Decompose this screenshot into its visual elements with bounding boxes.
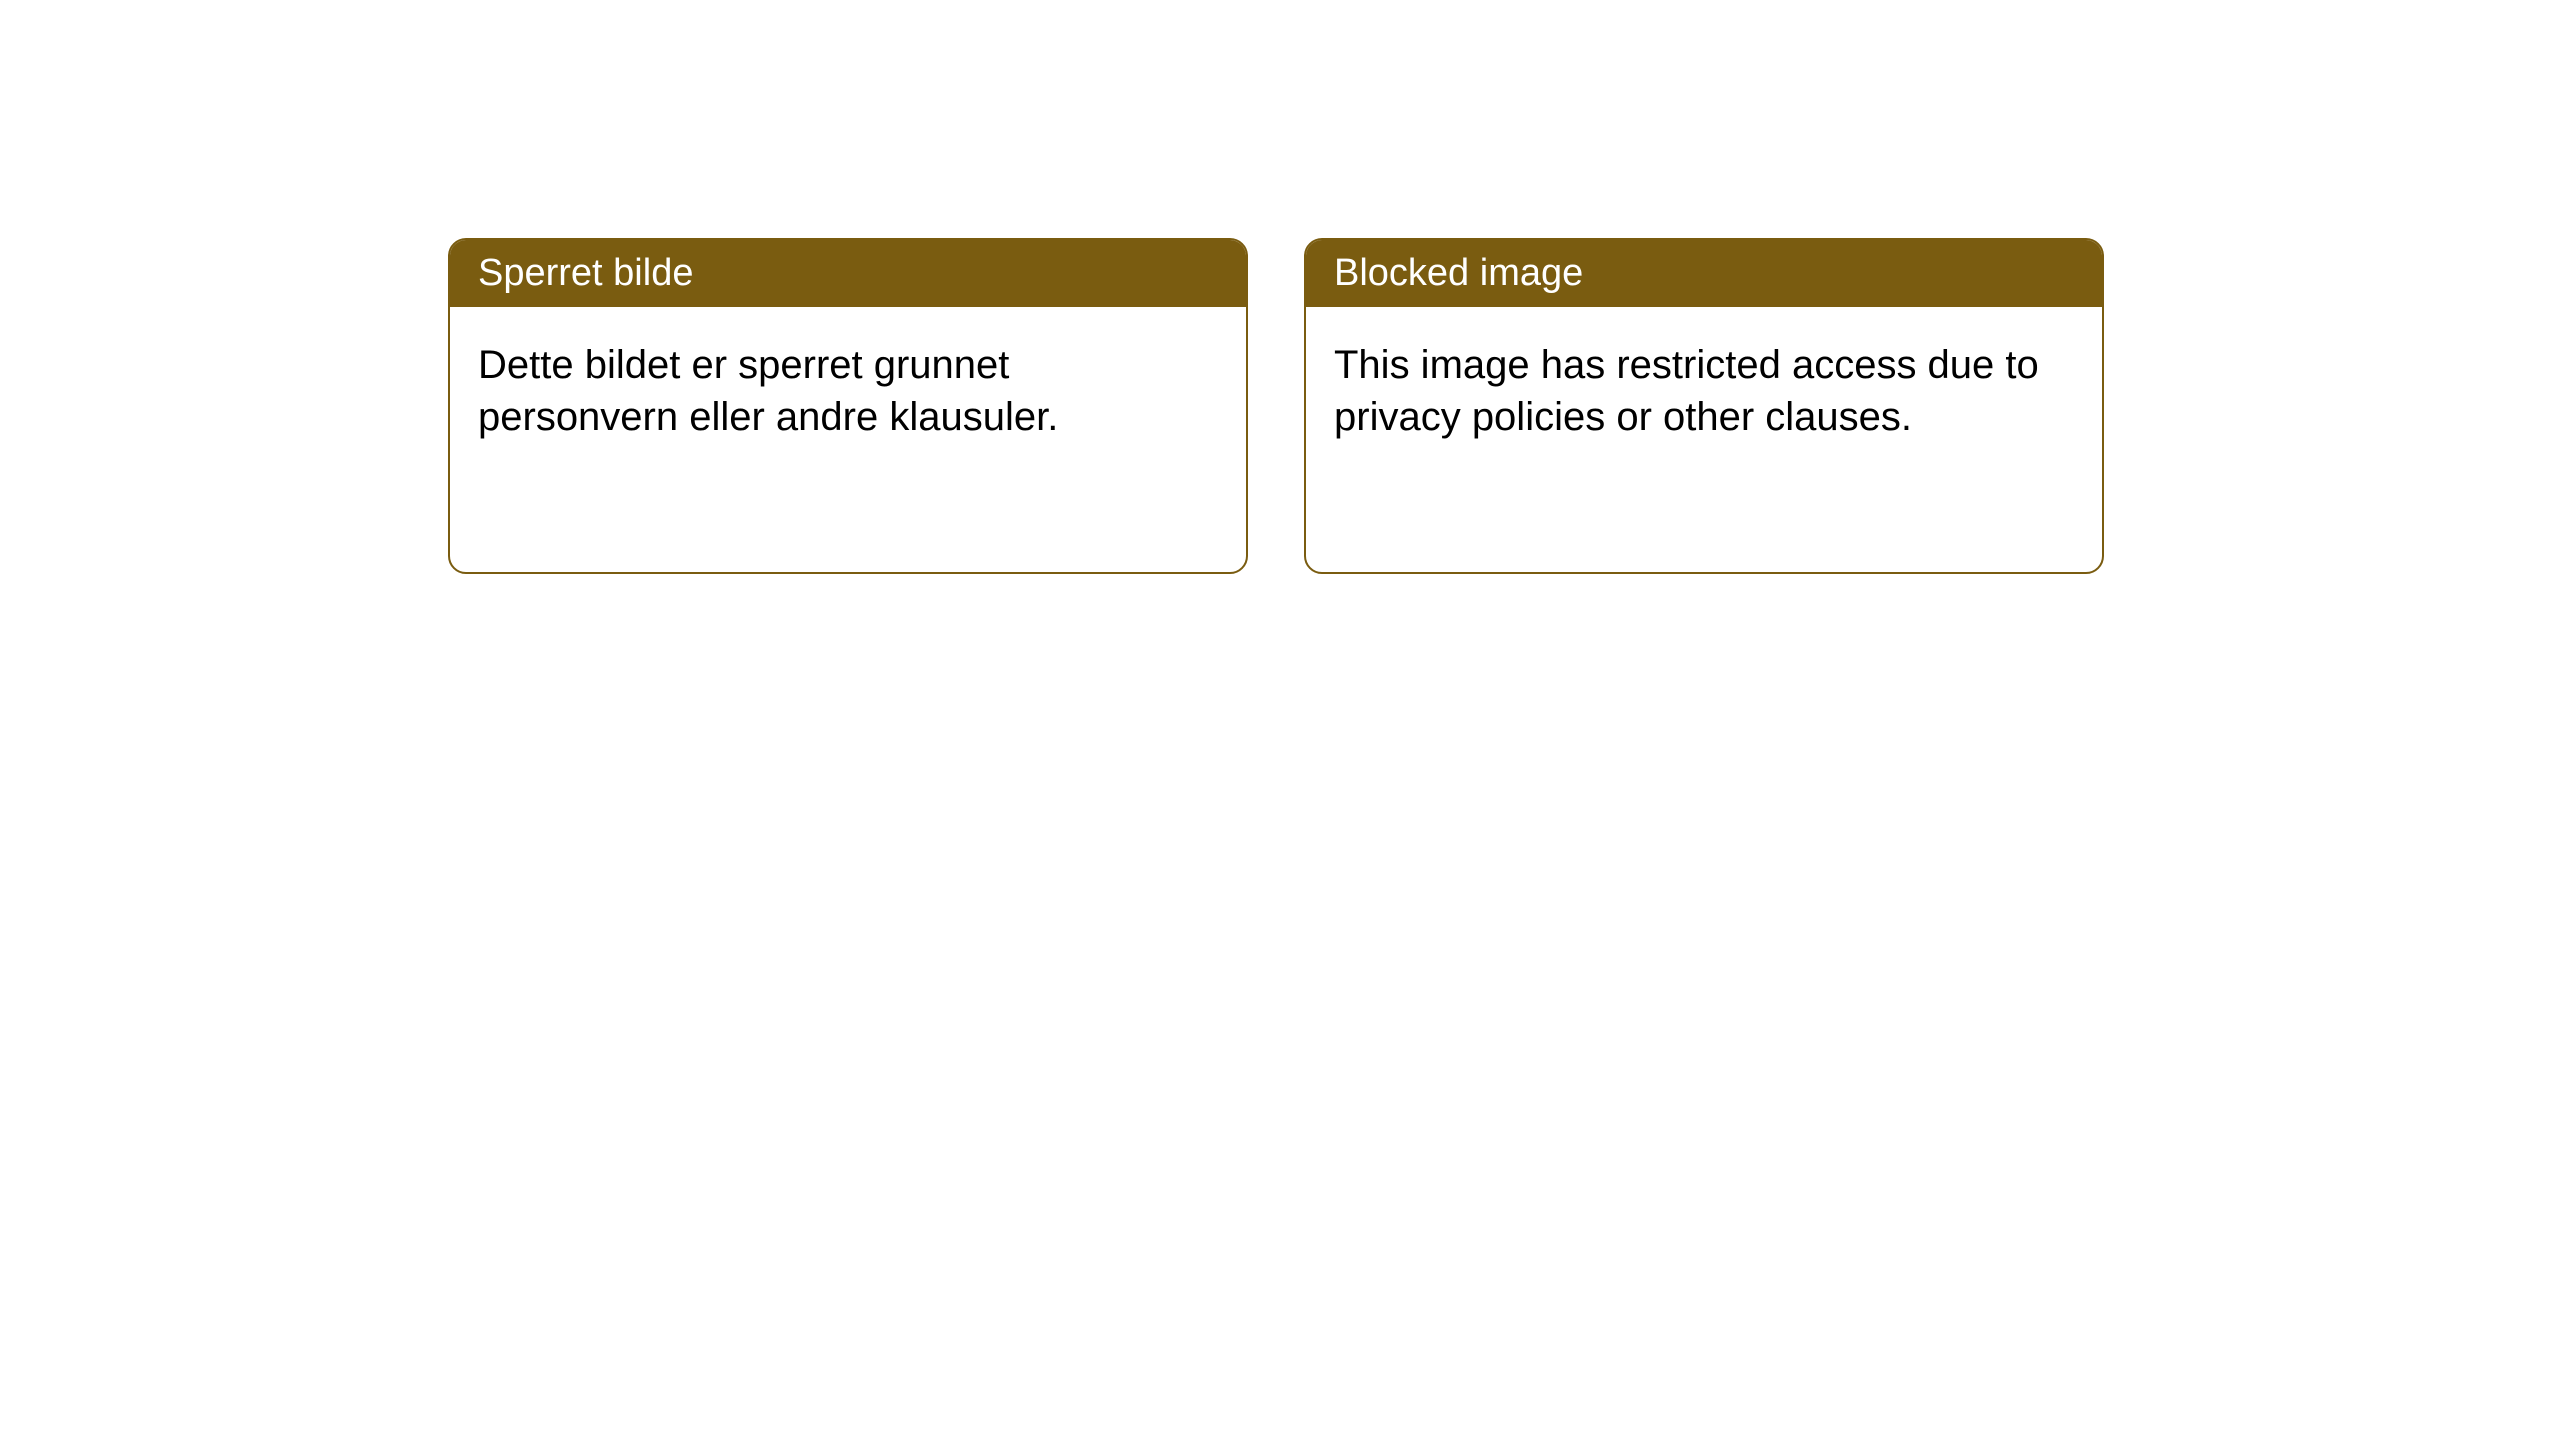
card-header: Blocked image	[1306, 240, 2102, 307]
card-body: This image has restricted access due to …	[1306, 307, 2102, 475]
card-title: Blocked image	[1334, 252, 1583, 294]
card-title: Sperret bilde	[478, 252, 693, 294]
notice-card-norwegian: Sperret bilde Dette bildet er sperret gr…	[448, 238, 1248, 574]
card-body-text: This image has restricted access due to …	[1334, 343, 2039, 439]
card-body: Dette bildet er sperret grunnet personve…	[450, 307, 1246, 475]
card-header: Sperret bilde	[450, 240, 1246, 307]
card-body-text: Dette bildet er sperret grunnet personve…	[478, 343, 1058, 439]
notice-card-english: Blocked image This image has restricted …	[1304, 238, 2104, 574]
notice-cards-container: Sperret bilde Dette bildet er sperret gr…	[0, 0, 2560, 574]
